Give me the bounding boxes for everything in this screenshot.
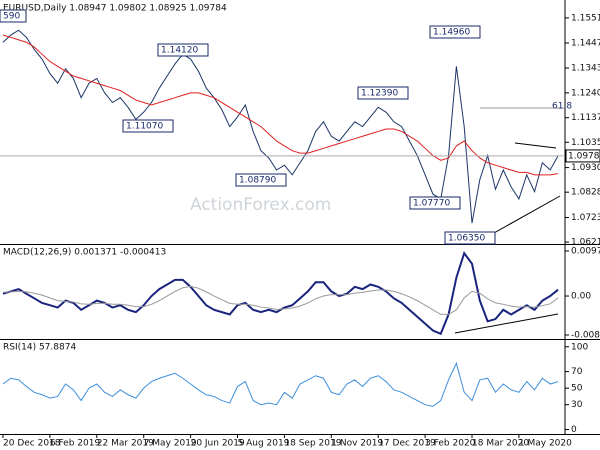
x-tick-label: 3 Feb 2020 (425, 439, 476, 449)
x-tick-label: 22 Mar 2019 (97, 439, 154, 449)
series-line (2, 285, 559, 315)
rsi-title: RSI(14) 57.8874 (3, 343, 76, 353)
y-tick-label: 30 (571, 400, 583, 410)
series-line (2, 251, 559, 336)
y-tick-label: 0 (571, 425, 577, 435)
annotation: 1.06350 (448, 234, 485, 244)
annotation-box (235, 173, 287, 187)
y-tick-label: 0.00978 (571, 247, 600, 257)
y-tick-label: 0.00 (571, 292, 591, 302)
trend-line (484, 195, 561, 239)
annotation: 61.8 (552, 102, 572, 112)
annotation: 1.11070 (126, 122, 163, 132)
x-tick-label: 1 May 2020 (519, 439, 572, 449)
annotation: 1.14120 (161, 46, 198, 56)
annotation: 590 (3, 12, 20, 22)
x-tick-label: 18 Sep 2019 (284, 439, 341, 449)
x-tick-label: 18 Mar 2020 (472, 439, 529, 449)
annotation-box (0, 9, 27, 23)
y-tick-label: 1.14470 (571, 38, 600, 48)
annotation-box (444, 231, 496, 245)
x-tick-label: 7 May 2019 (144, 439, 197, 449)
trend-line (514, 142, 557, 149)
current-price-label: 1.09784 (568, 151, 600, 161)
y-tick-label: 1.08280 (571, 188, 600, 198)
y-tick-label: 100 (571, 342, 588, 352)
y-tick-label: 70 (571, 367, 583, 377)
x-tick-label: 17 Dec 2019 (378, 439, 436, 449)
y-tick-label: 1.11370 (571, 113, 600, 123)
macd-title: MACD(12,26,9) 0.001371 -0.000413 (3, 248, 166, 258)
header: EURUSD,Daily 1.08947 1.09802 1.08925 1.0… (3, 4, 227, 14)
x-tick-label: 5 Aug 2019 (238, 439, 290, 449)
annotation-box (357, 86, 409, 100)
annotation: 1.12390 (361, 89, 398, 99)
x-tick-label: 20 Jun 2019 (191, 439, 245, 449)
y-tick-label: 1.10350 (571, 138, 600, 148)
y-tick-label: 1.13430 (571, 64, 600, 74)
trend-line (454, 313, 559, 334)
x-tick-label: 1 Nov 2019 (331, 439, 383, 449)
series-line (2, 361, 559, 407)
y-tick-label: -0.008464 (571, 330, 600, 340)
current-price-box (565, 149, 600, 163)
y-tick-label: 1.15510 (571, 13, 600, 23)
watermark: ActionForex.com (190, 195, 331, 215)
annotation-box (429, 25, 481, 39)
annotation: 1.07770 (413, 199, 450, 209)
y-tick-label: 1.09300 (571, 163, 600, 173)
y-tick-label: 50 (571, 384, 583, 394)
series-line (2, 34, 559, 176)
y-tick-label: 1.07230 (571, 213, 600, 223)
annotation: 1.14960 (433, 28, 470, 38)
x-tick-label: 6 Feb 2019 (50, 439, 101, 449)
annotation-box (409, 196, 461, 210)
annotation-box (157, 43, 209, 57)
annotation: 1.08790 (239, 176, 276, 186)
annotation-box (122, 119, 174, 133)
x-tick-label: 20 Dec 2018 (3, 439, 61, 449)
y-tick-label: 1.12400 (571, 88, 600, 98)
